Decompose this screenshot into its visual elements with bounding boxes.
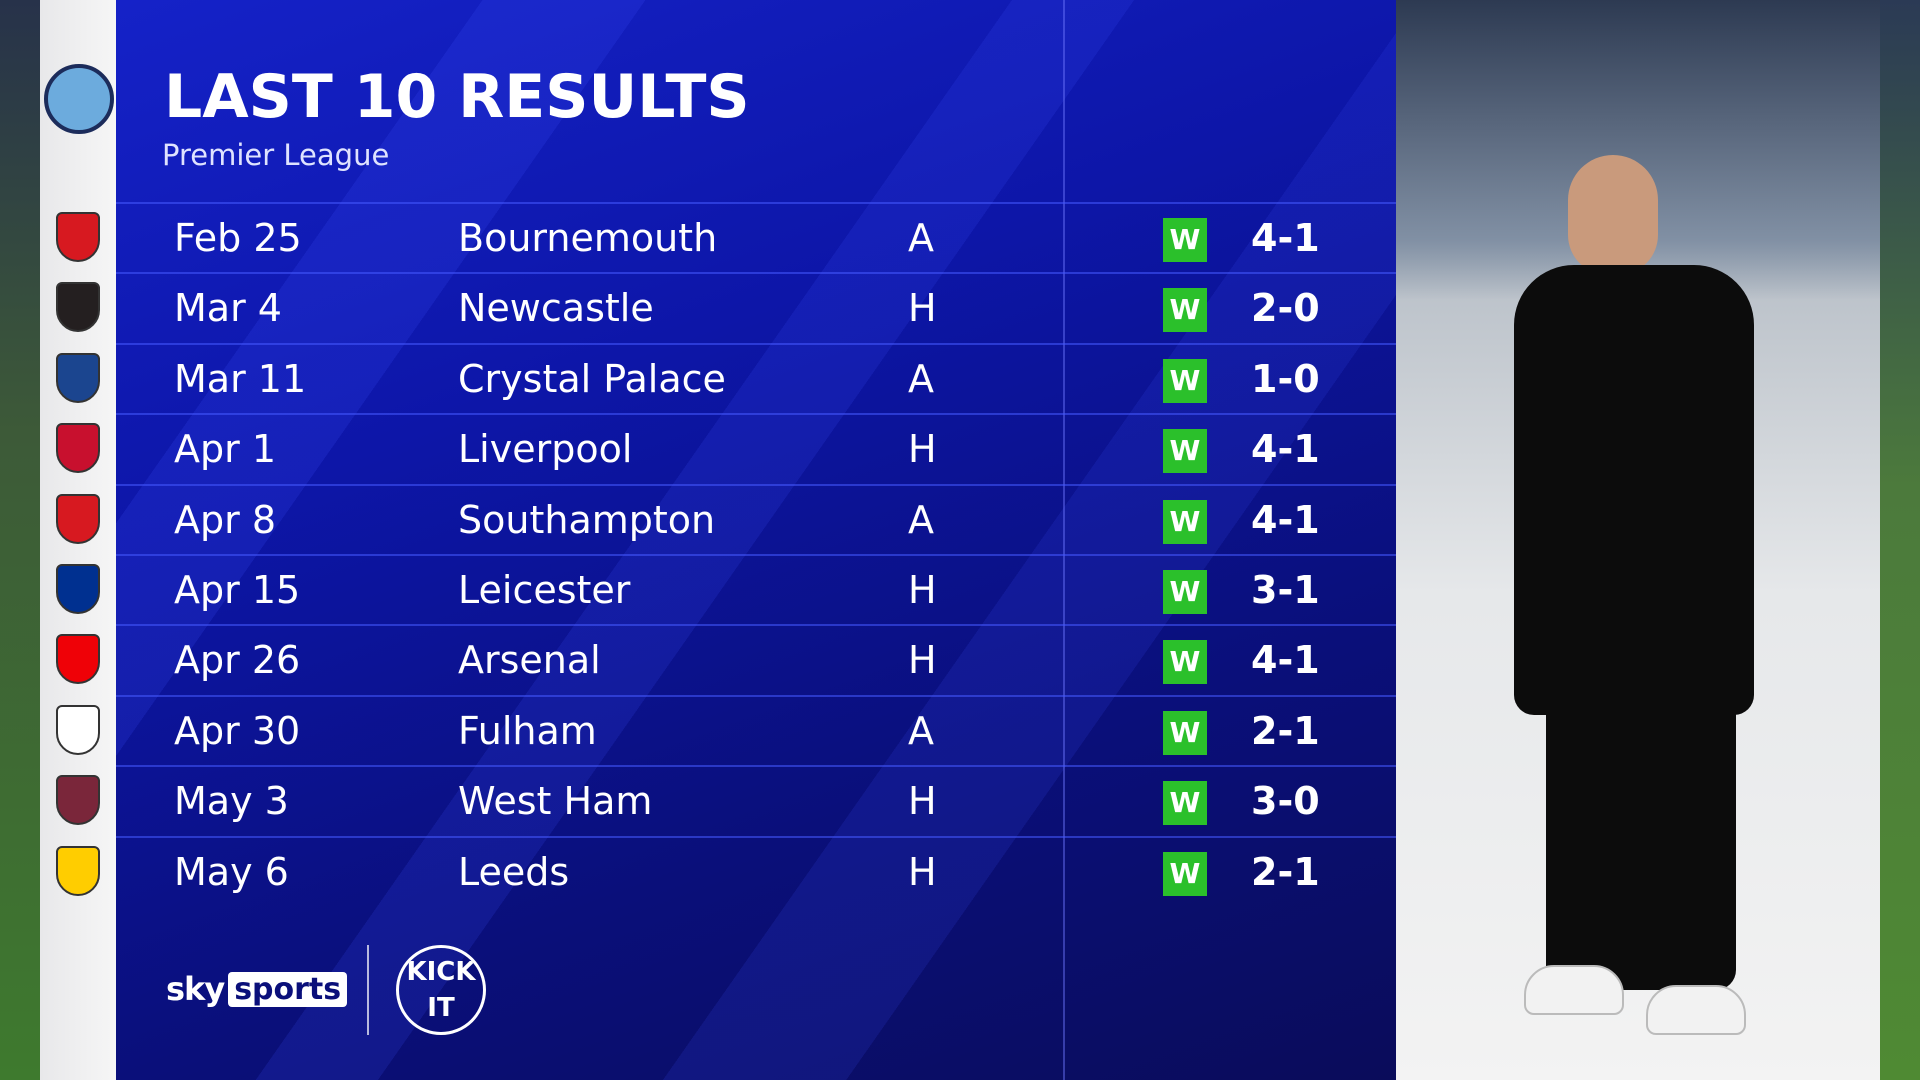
- sky-sports-logo: sky sports: [166, 970, 348, 1008]
- manager-photo: [1396, 0, 1880, 1080]
- opponent-name: Bournemouth: [458, 216, 718, 260]
- venue: A: [908, 356, 934, 401]
- result-badge: W: [1163, 781, 1207, 826]
- leeds-crest-icon: [56, 845, 100, 896]
- score: 1-0: [1251, 356, 1320, 401]
- opponent-name: Leicester: [458, 568, 631, 612]
- result-badge: W: [1163, 429, 1207, 474]
- fulham-crest-icon: [56, 704, 100, 755]
- crest-column: [40, 0, 116, 1080]
- opponent-name: Arsenal: [458, 638, 601, 683]
- result-badge: W: [1163, 851, 1207, 896]
- score: 4-1: [1251, 427, 1320, 472]
- match-date: Apr 15: [174, 568, 301, 612]
- opponent-name: Newcastle: [458, 286, 654, 331]
- result-badge: W: [1163, 218, 1207, 262]
- result-row: Apr 1 Liverpool H W 4-1: [116, 413, 1396, 483]
- liverpool-crest-icon: [56, 423, 100, 474]
- match-date: Apr 26: [174, 638, 301, 683]
- leicester-crest-icon: [56, 564, 100, 614]
- bournemouth-crest-icon: [56, 212, 100, 262]
- opponent-name: Liverpool: [458, 427, 633, 472]
- venue: H: [908, 427, 937, 472]
- match-date: Apr 8: [174, 497, 276, 542]
- result-badge: W: [1163, 640, 1207, 685]
- result-row: Feb 25 Bournemouth A W 4-1: [116, 202, 1396, 272]
- score: 4-1: [1251, 638, 1320, 683]
- arsenal-crest-icon: [56, 634, 100, 685]
- venue: A: [908, 708, 934, 753]
- result-row: Apr 26 Arsenal H W 4-1: [116, 624, 1396, 694]
- score: 4-1: [1251, 497, 1320, 542]
- logo-divider: [367, 945, 369, 1035]
- venue: H: [908, 568, 937, 612]
- manchester-city-crest-icon: [44, 64, 114, 134]
- page-subtitle: Premier League: [162, 138, 390, 172]
- venue: A: [908, 497, 934, 542]
- background-pitch-left: [0, 0, 40, 1080]
- result-badge: W: [1163, 710, 1207, 755]
- manager-head: [1568, 155, 1658, 275]
- result-row: Apr 15 Leicester H W 3-1: [116, 554, 1396, 624]
- venue: H: [908, 849, 937, 894]
- result-row: May 3 West Ham H W 3-0: [116, 765, 1396, 835]
- match-date: May 3: [174, 779, 289, 824]
- result-badge: W: [1163, 288, 1207, 333]
- background-pitch-right: [1880, 0, 1920, 1080]
- result-badge: W: [1163, 358, 1207, 403]
- result-badge: W: [1163, 499, 1207, 544]
- match-date: May 6: [174, 849, 289, 894]
- column-divider: [1063, 0, 1065, 1080]
- score: 3-1: [1251, 568, 1320, 612]
- manager-body: [1514, 265, 1754, 715]
- opponent-name: Leeds: [458, 849, 570, 894]
- results-panel: LAST 10 RESULTS Premier League Feb 25 Bou…: [116, 0, 1396, 1080]
- opponent-name: West Ham: [458, 779, 653, 824]
- sports-text: sports: [228, 971, 348, 1007]
- score: 2-1: [1251, 708, 1320, 753]
- crystal-palace-crest-icon: [56, 352, 100, 403]
- manager-legs: [1546, 690, 1736, 990]
- sky-text: sky: [166, 970, 225, 1008]
- match-date: Apr 30: [174, 708, 301, 753]
- page-title: LAST 10 RESULTS: [164, 62, 750, 132]
- result-badge: W: [1163, 570, 1207, 614]
- result-row: Apr 30 Fulham A W 2-1: [116, 694, 1396, 765]
- score: 4-1: [1251, 216, 1320, 260]
- shoe-left: [1524, 965, 1624, 1015]
- match-date: Apr 1: [174, 427, 276, 472]
- opponent-name: Southampton: [458, 497, 716, 542]
- opponent-name: Crystal Palace: [458, 356, 726, 401]
- match-date: Feb 25: [174, 216, 302, 260]
- result-row: Apr 8 Southampton A W 4-1: [116, 483, 1396, 554]
- match-date: Mar 4: [174, 286, 282, 331]
- match-date: Mar 11: [174, 356, 307, 401]
- result-row: Mar 11 Crystal Palace A W 1-0: [116, 342, 1396, 413]
- venue: H: [908, 638, 937, 683]
- venue: H: [908, 779, 937, 824]
- southampton-crest-icon: [56, 493, 100, 544]
- west-ham-crest-icon: [56, 775, 100, 826]
- shoe-right: [1646, 985, 1746, 1035]
- venue: H: [908, 286, 937, 331]
- result-row: Mar 4 Newcastle H W 2-0: [116, 272, 1396, 342]
- score: 2-0: [1251, 286, 1320, 331]
- result-row: May 6 Leeds H W 2-1: [116, 835, 1396, 906]
- newcastle-crest-icon: [56, 282, 100, 333]
- score: 3-0: [1251, 779, 1320, 824]
- score: 2-1: [1251, 849, 1320, 894]
- venue: A: [908, 216, 934, 260]
- opponent-name: Fulham: [458, 708, 597, 753]
- kick-it-out-logo: KICK IT OUT: [396, 945, 486, 1035]
